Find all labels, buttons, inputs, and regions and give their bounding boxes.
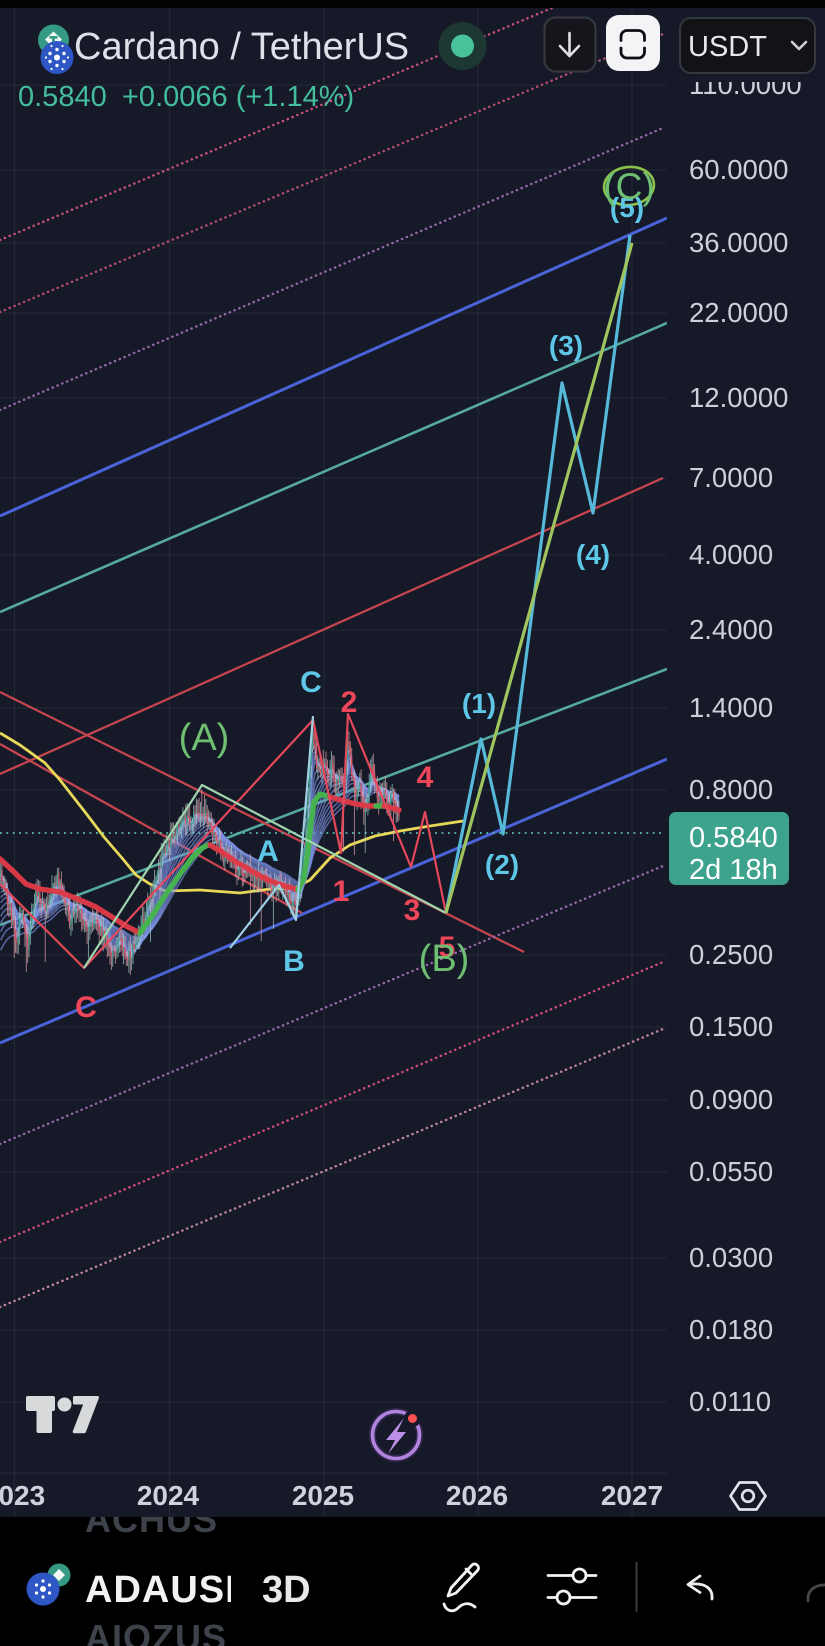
svg-text:(4): (4) [576,539,610,570]
svg-text:0.0300: 0.0300 [689,1242,773,1273]
svg-text:Cardano / TetherUS: Cardano / TetherUS [74,26,409,68]
svg-text:22.0000: 22.0000 [689,297,788,328]
svg-text:0.0110: 0.0110 [689,1386,771,1417]
svg-text:0.2500: 0.2500 [689,939,773,970]
svg-text:60.0000: 60.0000 [689,154,788,185]
svg-text:2: 2 [341,686,358,719]
svg-text:(3): (3) [549,330,583,361]
svg-text:2024: 2024 [137,1480,200,1511]
svg-text:C: C [300,666,322,699]
svg-text:3: 3 [404,894,421,927]
svg-text:2025: 2025 [292,1480,354,1511]
svg-text:+0.0066 (+1.14%): +0.0066 (+1.14%) [122,81,354,113]
svg-text:(A): (A) [179,717,230,759]
svg-text:2d 18h: 2d 18h [689,854,778,886]
svg-text:0.0180: 0.0180 [689,1314,773,1345]
svg-text:7.0000: 7.0000 [689,462,773,493]
svg-text:2023: 2023 [0,1480,45,1511]
svg-text:2027: 2027 [601,1480,663,1511]
svg-text:0.0900: 0.0900 [689,1084,773,1115]
svg-text:0.5840: 0.5840 [18,81,107,113]
svg-text:C: C [75,991,97,1024]
svg-text:5: 5 [439,931,456,964]
svg-text:4.0000: 4.0000 [689,539,773,570]
svg-text:B: B [283,945,305,978]
svg-text:(B): (B) [419,938,470,980]
svg-text:12.0000: 12.0000 [689,382,788,413]
svg-text:0.5840: 0.5840 [689,822,778,854]
svg-text:36.0000: 36.0000 [689,227,788,258]
svg-text:4: 4 [417,761,434,794]
svg-text:0.0550: 0.0550 [689,1156,773,1187]
svg-text:1.4000: 1.4000 [689,692,773,723]
svg-text:1: 1 [333,875,350,908]
svg-text:USDT: USDT [688,31,767,63]
svg-text:(C): (C) [603,166,654,207]
svg-text:0.8000: 0.8000 [689,774,773,805]
svg-text:0.1500: 0.1500 [689,1011,773,1042]
svg-text:(1): (1) [462,688,496,719]
svg-text:2.4000: 2.4000 [689,614,773,645]
svg-text:2026: 2026 [446,1480,508,1511]
svg-text:(5): (5) [610,192,644,223]
svg-text:(2): (2) [485,849,519,880]
svg-text:A: A [257,835,279,868]
